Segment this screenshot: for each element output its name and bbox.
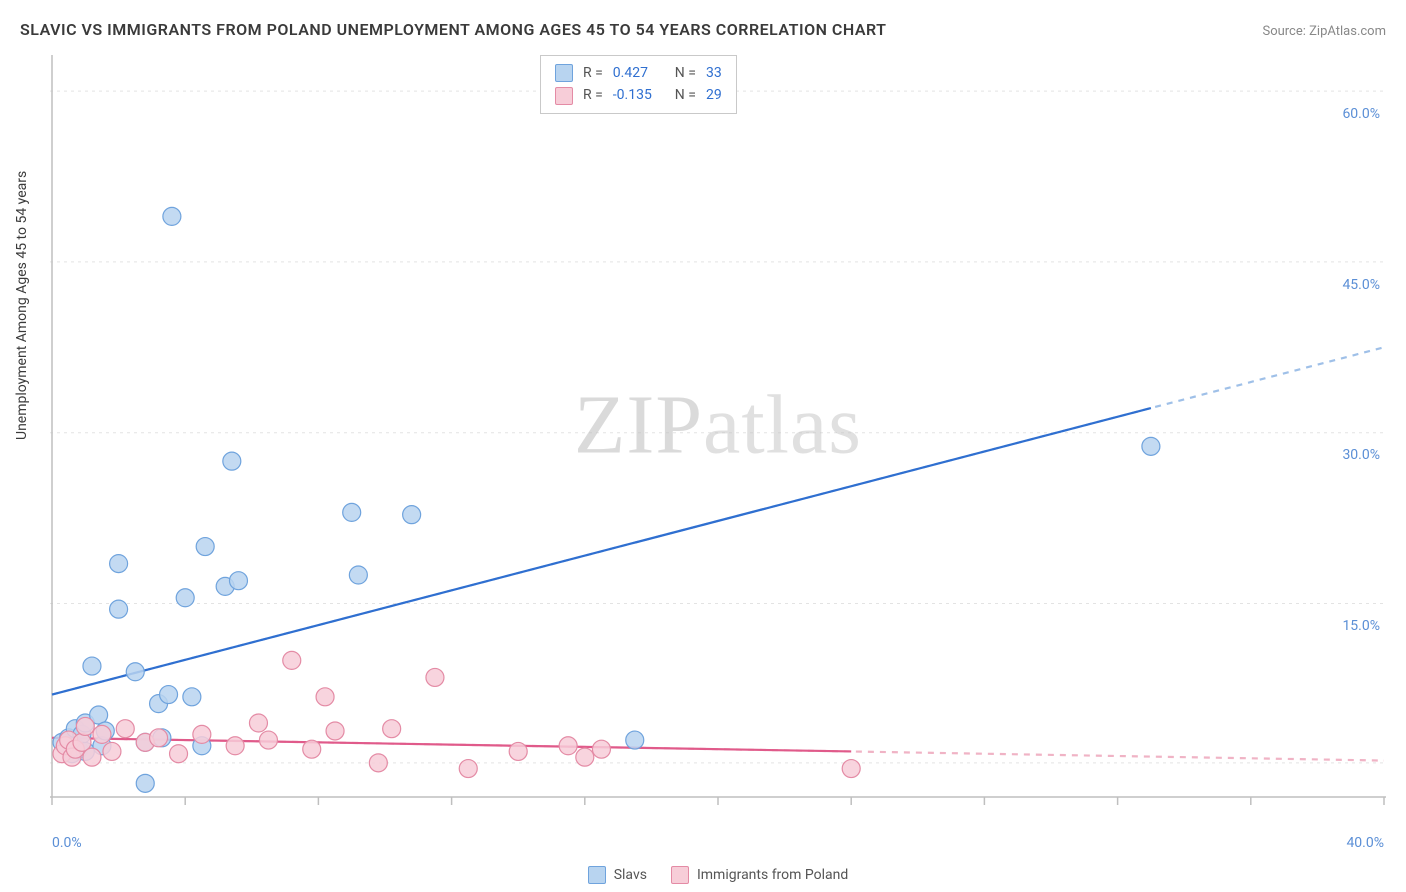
y-tick-label: 30.0% (1342, 447, 1380, 463)
plot-area: R = 0.427 N = 33 R = -0.135 N = 29 ZIPat… (50, 55, 1386, 825)
x-tick-label: 0.0% (52, 835, 82, 851)
y-tick-label: 15.0% (1342, 618, 1380, 634)
correlation-legend: R = 0.427 N = 33 R = -0.135 N = 29 (540, 55, 737, 114)
y-axis-label: Unemployment Among Ages 45 to 54 years (14, 171, 30, 440)
legend-swatch-slavs (555, 64, 573, 82)
y-tick-label: 60.0% (1342, 106, 1380, 122)
legend-n-value-slavs: 33 (706, 62, 722, 84)
legend-row-slavs: R = 0.427 N = 33 (555, 62, 722, 84)
y-tick-label: 45.0% (1342, 277, 1380, 293)
legend-r-label: R = (583, 62, 603, 84)
legend-label-poland: Immigrants from Poland (697, 867, 848, 883)
legend-item-poland: Immigrants from Poland (671, 866, 848, 884)
legend-n-label: N = (675, 84, 696, 106)
scatter-chart (50, 55, 1386, 825)
series-legend: Slavs Immigrants from Poland (50, 866, 1386, 884)
x-tick-label: 40.0% (1346, 835, 1384, 851)
legend-swatch-poland (555, 87, 573, 105)
chart-title: SLAVIC VS IMMIGRANTS FROM POLAND UNEMPLO… (20, 20, 887, 39)
source-attribution: Source: ZipAtlas.com (1262, 24, 1386, 39)
legend-n-label: N = (675, 62, 696, 84)
legend-r-label: R = (583, 84, 603, 106)
legend-r-value-poland: -0.135 (613, 84, 665, 106)
legend-swatch-poland-icon (671, 866, 689, 884)
legend-n-value-poland: 29 (706, 84, 722, 106)
legend-r-value-slavs: 0.427 (613, 62, 665, 84)
legend-label-slavs: Slavs (614, 867, 647, 883)
legend-item-slavs: Slavs (588, 866, 647, 884)
legend-swatch-slavs-icon (588, 866, 606, 884)
legend-row-poland: R = -0.135 N = 29 (555, 84, 722, 106)
